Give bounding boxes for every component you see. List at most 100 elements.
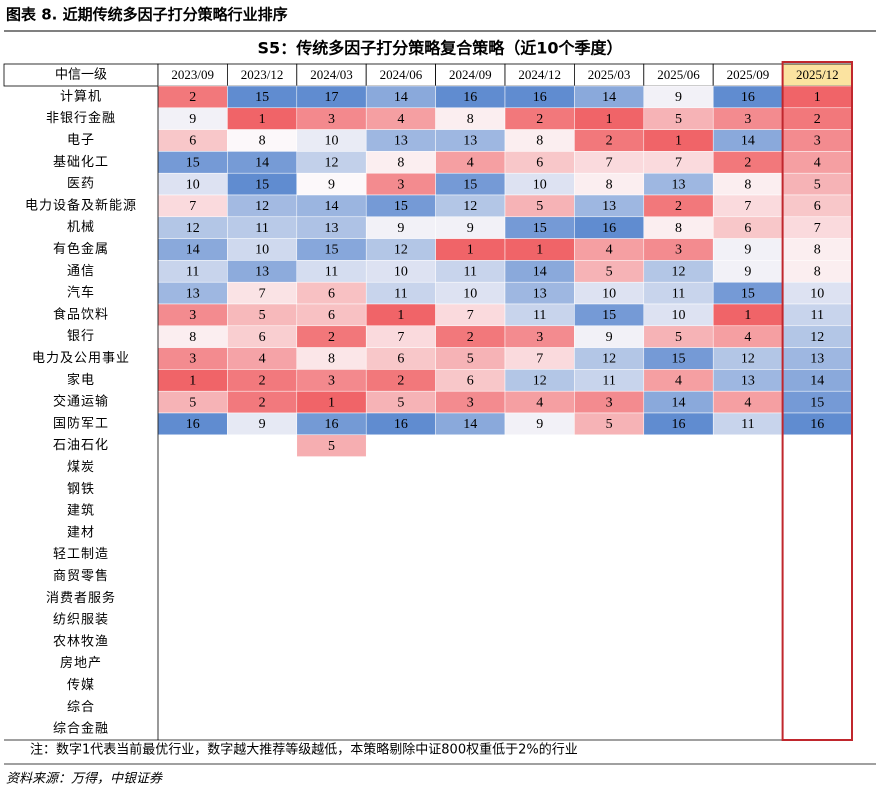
row-header: 中信一级 bbox=[55, 68, 107, 83]
row-label: 电力及公用事业 bbox=[32, 351, 130, 366]
cell-value: 2 bbox=[536, 112, 543, 127]
cell-value: 12 bbox=[186, 221, 200, 236]
cell-value: 3 bbox=[189, 352, 196, 367]
cell-value: 12 bbox=[463, 199, 477, 214]
cell-value: 7 bbox=[189, 199, 196, 214]
row-label: 交通运输 bbox=[53, 394, 109, 410]
cell-value: 5 bbox=[814, 177, 821, 192]
cell-value: 8 bbox=[744, 177, 751, 192]
cell-value: 15 bbox=[533, 221, 547, 236]
cell-value: 3 bbox=[328, 374, 335, 389]
row-label: 石油石化 bbox=[53, 438, 109, 453]
cell-value: 16 bbox=[394, 417, 408, 432]
cell-value: 16 bbox=[186, 417, 200, 432]
cell-value: 12 bbox=[602, 352, 616, 367]
cell-value: 1 bbox=[467, 243, 474, 258]
cell-value: 12 bbox=[741, 352, 755, 367]
cell-value: 6 bbox=[189, 134, 196, 149]
cell-value: 9 bbox=[328, 177, 335, 192]
cell-value: 1 bbox=[814, 90, 821, 105]
cell-value: 11 bbox=[811, 308, 824, 323]
cell-value: 5 bbox=[259, 308, 266, 323]
cell-value: 2 bbox=[328, 330, 335, 345]
cell-value: 1 bbox=[744, 308, 751, 323]
row-label: 机械 bbox=[67, 220, 95, 235]
cell-value: 10 bbox=[394, 265, 408, 280]
cell-value: 4 bbox=[606, 243, 613, 258]
cell-value: 3 bbox=[606, 395, 613, 410]
cell-value: 7 bbox=[675, 156, 682, 171]
cell-value: 15 bbox=[602, 308, 616, 323]
row-label: 电子 bbox=[67, 133, 95, 148]
row-label: 汽车 bbox=[67, 285, 95, 301]
cell-value: 10 bbox=[810, 286, 824, 301]
cell-value: 4 bbox=[397, 112, 404, 127]
cell-value: 16 bbox=[810, 417, 824, 432]
cell-value: 8 bbox=[814, 243, 821, 258]
cell-value: 5 bbox=[536, 199, 543, 214]
cell-value: 8 bbox=[814, 265, 821, 280]
column-header: 2024/06 bbox=[380, 67, 423, 82]
row-label: 银行 bbox=[67, 329, 95, 344]
row-label: 纺织服装 bbox=[53, 613, 109, 628]
column-header: 2023/09 bbox=[171, 67, 214, 82]
cell-value: 1 bbox=[536, 243, 543, 258]
row-label: 食品饮料 bbox=[53, 306, 109, 322]
cell-value: 8 bbox=[328, 352, 335, 367]
cell-value: 6 bbox=[467, 374, 474, 389]
cell-value: 13 bbox=[325, 221, 339, 236]
cell-value: 6 bbox=[259, 330, 266, 345]
highlight-box bbox=[781, 61, 853, 741]
cell-value: 8 bbox=[467, 112, 474, 127]
cell-value: 13 bbox=[394, 134, 408, 149]
row-label: 通信 bbox=[67, 264, 95, 279]
cell-value: 9 bbox=[259, 417, 266, 432]
cell-value: 1 bbox=[328, 395, 335, 410]
cell-value: 13 bbox=[463, 134, 477, 149]
cell-value: 16 bbox=[533, 90, 547, 105]
cell-value: 10 bbox=[186, 177, 200, 192]
cell-value: 5 bbox=[467, 352, 474, 367]
cell-value: 4 bbox=[536, 395, 543, 410]
column-header: 2024/09 bbox=[449, 67, 492, 82]
column-header: 2025/12 bbox=[796, 67, 839, 82]
cell-value: 15 bbox=[810, 395, 824, 410]
row-label: 煤炭 bbox=[67, 460, 95, 475]
cell-value: 8 bbox=[536, 134, 543, 149]
figure-title: 图表 8. 近期传统多因子打分策略行业排序 bbox=[6, 6, 288, 24]
cell-value: 11 bbox=[602, 374, 615, 389]
cell-value: 13 bbox=[741, 374, 755, 389]
cell-value: 7 bbox=[606, 156, 613, 171]
cell-value: 12 bbox=[672, 265, 686, 280]
cell-value: 6 bbox=[397, 352, 404, 367]
cell-value: 7 bbox=[536, 352, 543, 367]
cell-value: 7 bbox=[744, 199, 751, 214]
row-label: 消费者服务 bbox=[46, 590, 116, 606]
column-header: 2023/12 bbox=[241, 67, 284, 82]
row-label: 非银行金融 bbox=[46, 110, 116, 126]
cell-value: 11 bbox=[533, 308, 546, 323]
cell-value: 2 bbox=[397, 374, 404, 389]
cell-value: 12 bbox=[533, 374, 547, 389]
cell-value: 2 bbox=[189, 90, 196, 105]
cell-value: 3 bbox=[536, 330, 543, 345]
cell-value: 6 bbox=[744, 221, 751, 236]
cell-value: 2 bbox=[259, 395, 266, 410]
cell-value: 3 bbox=[744, 112, 751, 127]
cell-value: 14 bbox=[463, 417, 477, 432]
cell-value: 8 bbox=[606, 177, 613, 192]
cell-value: 13 bbox=[255, 265, 269, 280]
row-label: 综合金融 bbox=[53, 721, 109, 737]
cell-value: 10 bbox=[672, 308, 686, 323]
cell-value: 1 bbox=[397, 308, 404, 323]
cell-value: 1 bbox=[189, 374, 196, 389]
row-label: 钢铁 bbox=[67, 482, 95, 497]
heat-cell bbox=[296, 434, 367, 457]
cell-value: 9 bbox=[467, 221, 474, 236]
row-label: 建材 bbox=[67, 525, 95, 540]
cell-value: 7 bbox=[467, 308, 474, 323]
cell-value: 11 bbox=[255, 221, 268, 236]
cell-value: 11 bbox=[325, 265, 338, 280]
row-label: 计算机 bbox=[60, 89, 102, 104]
cell-value: 2 bbox=[814, 112, 821, 127]
